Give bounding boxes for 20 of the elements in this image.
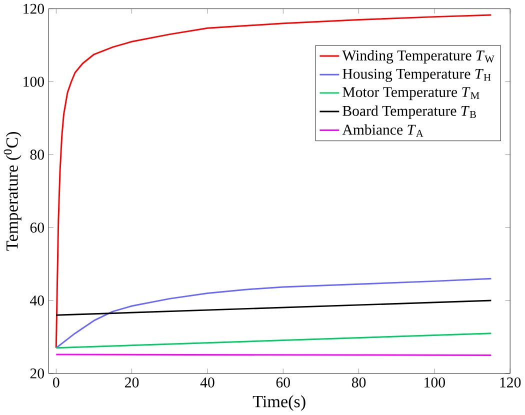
x-axis-title: Time(s): [252, 396, 306, 412]
x-tick-label: 40: [200, 378, 214, 388]
legend-label: Ambiance T$_{A}$: [342, 124, 424, 137]
x-tick-label: 100: [424, 378, 445, 388]
x-tick-label: 80: [352, 378, 366, 388]
y-tick-label: 100: [24, 76, 44, 87]
y-tick-label: 20: [30, 368, 44, 379]
x-tick-label: 120: [500, 378, 521, 388]
legend-label: Motor Temperature T$_{M}$: [342, 87, 480, 100]
legend-label: Winding Temperature T$_{W}$: [342, 50, 494, 64]
y-tick-label: 120: [24, 4, 44, 14]
y-tick-label: 60: [30, 222, 44, 233]
x-tick-label: 60: [276, 378, 290, 388]
y-tick-label: 80: [30, 150, 44, 160]
y-tick-label: 40: [30, 296, 44, 306]
legend-label: Board Temperature T$_{B}$: [342, 106, 476, 120]
legend-label: Housing Temperature T$_{H}$: [342, 69, 491, 82]
x-tick-label: 0: [53, 378, 60, 388]
x-tick-label: 20: [125, 378, 139, 388]
y-axis-title: Temperature ($^{0}$C): [4, 132, 22, 251]
